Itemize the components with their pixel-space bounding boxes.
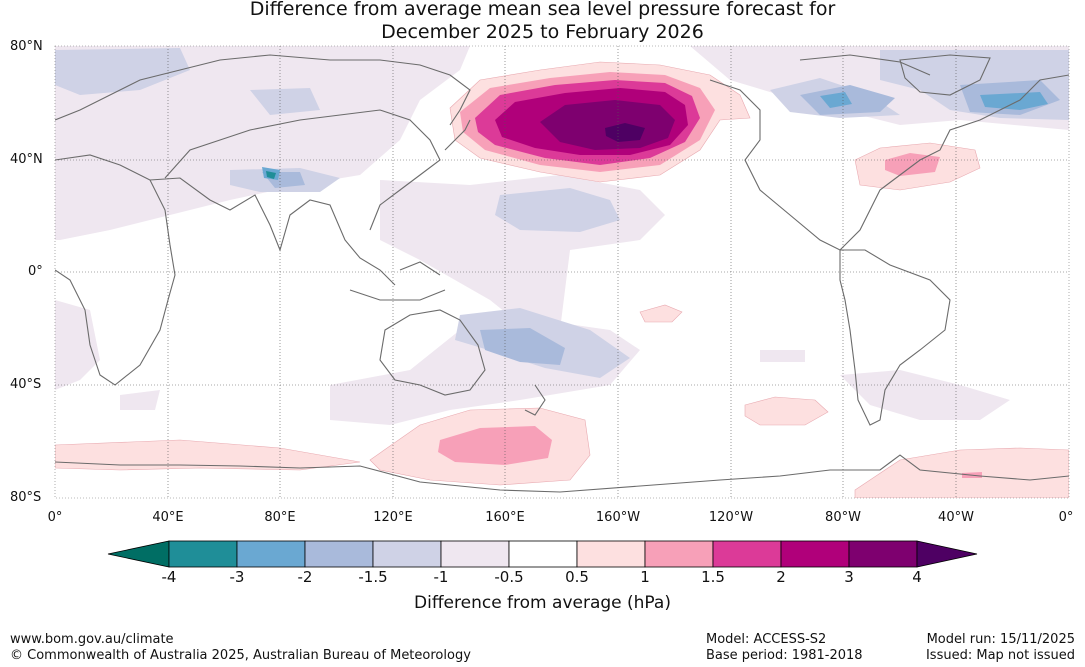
issue-status: Issued: Map not issued — [925, 648, 1075, 663]
colorbar-tick: 0.5 — [565, 568, 589, 586]
colorbar-arrow-high — [916, 540, 978, 568]
tibet-negative-area — [266, 171, 276, 179]
lon-label-120e: 120°E — [373, 510, 413, 525]
lat-label-80n: 80°N — [10, 39, 43, 54]
lat-label-40n: 40°N — [10, 152, 43, 167]
colorbar-segment — [576, 540, 646, 568]
colorbar-segment — [440, 540, 510, 568]
colorbar-label: Difference from average (hPa) — [414, 593, 671, 613]
lon-label-80e: 80°E — [264, 510, 296, 525]
arctic-negative-area — [262, 92, 1048, 180]
model-name: Model: ACCESS-S2 — [706, 632, 827, 647]
map-title-line1: Difference from average mean sea level p… — [249, 0, 836, 20]
lon-label-0-right: 0° — [1058, 510, 1074, 525]
lat-label-equator: 0° — [28, 264, 43, 279]
lat-label-40s: 40°S — [10, 377, 42, 392]
lon-label-160e: 160°E — [485, 510, 525, 525]
colorbar-segment — [508, 540, 578, 568]
colorbar-segment — [168, 540, 238, 568]
map-frame — [54, 45, 1070, 499]
colorbar-segment — [236, 540, 306, 568]
colorbar-tick: -1 — [433, 568, 449, 586]
model-run-date: Model run: 15/11/2025 — [926, 632, 1075, 647]
website-link[interactable]: www.bom.gov.au/climate — [10, 632, 174, 647]
lon-label-80w: 80°W — [825, 510, 861, 525]
colorbar-tick: -2 — [297, 568, 313, 586]
map-title-line2: December 2025 to February 2026 — [381, 21, 704, 43]
colorbar-tick: 3 — [844, 568, 854, 586]
colorbar-tick: -3 — [229, 568, 245, 586]
north-pacific-peak — [605, 123, 645, 142]
colorbar-tick: 1 — [640, 568, 650, 586]
positive-3-areas — [540, 100, 675, 150]
colorbar-tick: -0.5 — [494, 568, 524, 586]
lon-label-120w: 120°W — [708, 510, 754, 525]
colorbar-segment — [780, 540, 850, 568]
colorbar-segment — [644, 540, 714, 568]
colorbar-tick: 4 — [912, 568, 922, 586]
base-period: Base period: 1981-2018 — [706, 648, 863, 663]
colorbar-tick: 2 — [776, 568, 786, 586]
gridlines — [55, 46, 1069, 498]
colorbar-arrow-low — [107, 540, 170, 568]
colorbar-tick: -1.5 — [358, 568, 388, 586]
lon-label-0-left: 0° — [47, 510, 63, 525]
copyright-notice: © Commonwealth of Australia 2025, Austra… — [10, 648, 471, 663]
colorbar-segment — [712, 540, 782, 568]
lon-label-160w: 160°W — [595, 510, 641, 525]
lon-label-40w: 40°W — [938, 510, 974, 525]
colorbar-segment — [372, 540, 442, 568]
coastlines — [55, 54, 1069, 493]
colorbar-tick: -4 — [161, 568, 177, 586]
colorbar-segment — [304, 540, 374, 568]
colorbar-segment — [848, 540, 918, 568]
lat-label-80s: 80°S — [10, 490, 42, 505]
lon-label-40e: 40°E — [152, 510, 184, 525]
colorbar-tick: 1.5 — [701, 568, 725, 586]
